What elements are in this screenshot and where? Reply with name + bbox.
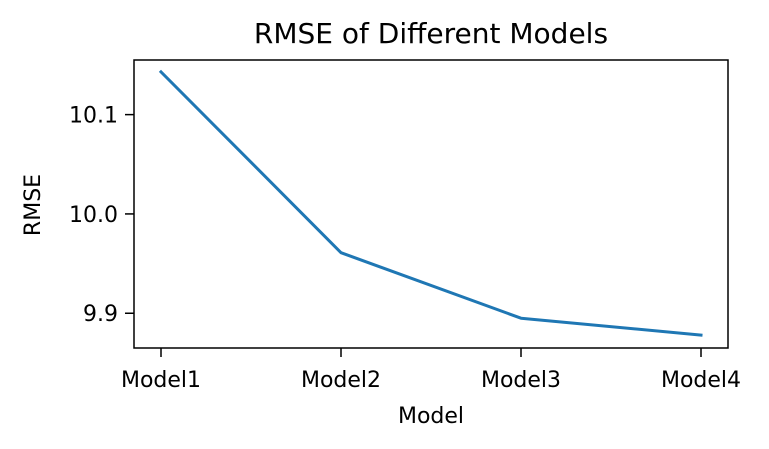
- chart-title: RMSE of Different Models: [254, 17, 608, 50]
- x-tick-label: Model3: [481, 368, 561, 393]
- y-tick-label: 10.0: [69, 203, 118, 228]
- x-axis: Model1 Model2 Model3 Model4: [121, 348, 741, 393]
- y-axis-label: RMSE: [21, 174, 46, 236]
- y-axis: 9.9 10.0 10.1: [69, 104, 134, 327]
- y-tick-label: 9.9: [83, 302, 118, 327]
- x-tick-label: Model2: [301, 368, 381, 393]
- x-tick-label: Model1: [121, 368, 201, 393]
- x-axis-label: Model: [398, 404, 464, 429]
- y-tick-label: 10.1: [69, 104, 118, 129]
- x-tick-label: Model4: [661, 368, 741, 393]
- plot-area-frame: [133, 59, 729, 349]
- series-line: [158, 69, 703, 337]
